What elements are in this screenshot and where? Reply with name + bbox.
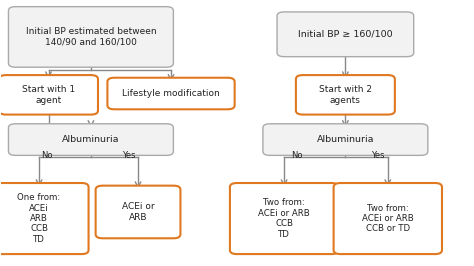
Text: Two from:
ACEi or ARB
CCB
TD: Two from: ACEi or ARB CCB TD bbox=[258, 198, 310, 239]
Text: Initial BP ≥ 160/100: Initial BP ≥ 160/100 bbox=[298, 30, 392, 39]
Text: Start with 1
agent: Start with 1 agent bbox=[22, 85, 75, 105]
FancyBboxPatch shape bbox=[334, 183, 442, 254]
FancyBboxPatch shape bbox=[96, 186, 181, 238]
Text: ACEi or
ARB: ACEi or ARB bbox=[122, 202, 155, 222]
Text: No: No bbox=[41, 151, 53, 160]
FancyBboxPatch shape bbox=[9, 124, 173, 155]
Text: Start with 2
agents: Start with 2 agents bbox=[319, 85, 372, 105]
Text: Albuminuria: Albuminuria bbox=[317, 135, 374, 144]
Text: Two from:
ACEi or ARB
CCB or TD: Two from: ACEi or ARB CCB or TD bbox=[362, 204, 414, 234]
FancyBboxPatch shape bbox=[0, 183, 89, 254]
FancyBboxPatch shape bbox=[296, 75, 395, 115]
Text: One from:
ACEi
ARB
CCB
TD: One from: ACEi ARB CCB TD bbox=[18, 193, 61, 244]
FancyBboxPatch shape bbox=[230, 183, 338, 254]
Text: Albuminuria: Albuminuria bbox=[62, 135, 119, 144]
FancyBboxPatch shape bbox=[277, 12, 414, 57]
Text: Lifestyle modification: Lifestyle modification bbox=[122, 89, 220, 98]
FancyBboxPatch shape bbox=[108, 78, 235, 109]
FancyBboxPatch shape bbox=[263, 124, 428, 155]
Text: Initial BP estimated between
140/90 and 160/100: Initial BP estimated between 140/90 and … bbox=[26, 27, 156, 47]
Text: Yes: Yes bbox=[371, 151, 385, 160]
FancyBboxPatch shape bbox=[9, 7, 173, 67]
Text: Yes: Yes bbox=[121, 151, 135, 160]
Text: No: No bbox=[291, 151, 303, 160]
FancyBboxPatch shape bbox=[0, 75, 98, 115]
